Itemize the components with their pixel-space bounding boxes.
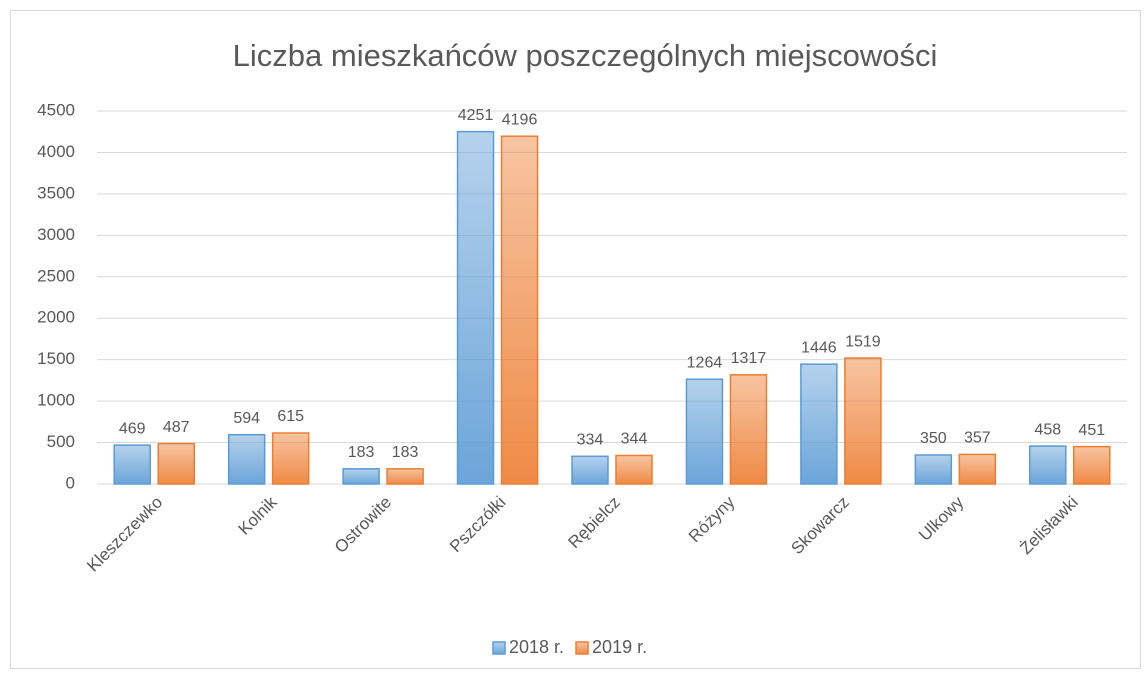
y-tick-label: 3500 xyxy=(37,183,75,202)
data-label: 4251 xyxy=(458,107,494,124)
data-label: 615 xyxy=(277,408,304,425)
bar xyxy=(615,454,653,485)
data-label: 469 xyxy=(119,420,146,437)
bar xyxy=(1073,445,1111,485)
chart-border xyxy=(10,10,1141,669)
y-tick-label: 4500 xyxy=(37,100,75,119)
y-tick-label: 1500 xyxy=(37,349,75,368)
bar xyxy=(157,442,195,485)
y-tick-label: 0 xyxy=(66,473,75,492)
bar xyxy=(386,468,424,485)
data-label: 487 xyxy=(163,419,190,436)
y-tick-label: 1000 xyxy=(37,391,75,410)
bar xyxy=(685,378,724,485)
bar xyxy=(571,455,609,485)
data-label: 1317 xyxy=(731,350,767,367)
legend-swatch xyxy=(492,641,506,655)
bar xyxy=(113,444,151,485)
y-tick-label: 4000 xyxy=(37,142,75,161)
data-label: 350 xyxy=(920,430,947,447)
bar xyxy=(844,357,882,485)
data-label: 1519 xyxy=(845,333,881,350)
legend-swatch xyxy=(575,641,589,655)
bar xyxy=(271,432,310,485)
y-tick-label: 3000 xyxy=(37,225,75,244)
data-label: 451 xyxy=(1078,422,1105,439)
bar xyxy=(1029,445,1067,485)
bar xyxy=(729,374,768,485)
legend-label: 2018 r. xyxy=(509,637,564,657)
data-label: 1446 xyxy=(801,339,837,356)
data-label: 334 xyxy=(577,432,604,449)
bar xyxy=(456,130,495,485)
y-tick-label: 2000 xyxy=(37,308,75,327)
data-label: 594 xyxy=(233,410,260,427)
data-label: 183 xyxy=(392,444,419,461)
data-label: 4196 xyxy=(502,111,538,128)
bar xyxy=(342,468,380,485)
bar xyxy=(914,454,953,485)
bar xyxy=(958,453,997,485)
bar xyxy=(500,135,539,485)
bar xyxy=(227,434,266,485)
data-label: 1264 xyxy=(687,354,723,371)
legend-label: 2019 r. xyxy=(592,637,647,657)
bar xyxy=(800,363,838,485)
y-tick-label: 500 xyxy=(47,432,75,451)
data-label: 344 xyxy=(621,431,648,448)
data-label: 458 xyxy=(1034,421,1061,438)
y-tick-label: 2500 xyxy=(37,266,75,285)
chart-title: Liczba mieszkańców poszczególnych miejsc… xyxy=(233,38,938,73)
data-label: 183 xyxy=(348,444,375,461)
data-label: 357 xyxy=(964,430,991,447)
